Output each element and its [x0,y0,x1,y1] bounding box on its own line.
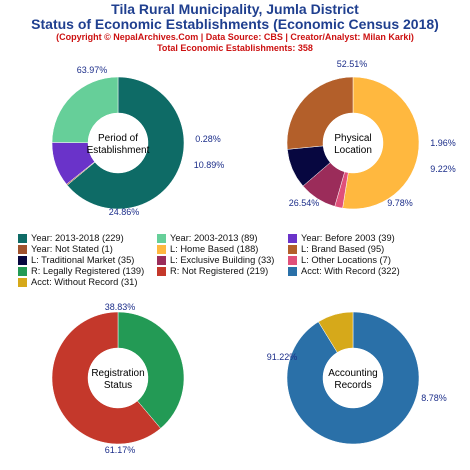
chart-subtitle: Status of Economic Establishments (Econo… [31,16,439,32]
registration-percent-label: 38.83% [105,302,136,312]
legend-swatch [157,245,166,254]
location-center-label: Location [334,145,372,156]
period-center-label: Establishment [87,145,150,156]
legend-label: Acct: With Record (322) [301,266,400,276]
total-establishments: Total Economic Establishments: 358 [157,43,313,53]
legend-swatch [288,245,297,254]
legend-swatch [157,256,166,265]
legend-swatch [18,234,27,243]
legend-swatch [18,278,27,287]
legend-swatch [18,267,27,276]
accounting-donut-hole [323,348,383,408]
legend-label: L: Traditional Market (35) [31,255,135,265]
legend-swatch [288,267,297,276]
legend-swatch [18,256,27,265]
legend-label: Year: Before 2003 (39) [301,233,395,243]
legend-swatch [288,256,297,265]
legend-label: R: Not Registered (219) [170,266,269,276]
legend-label: L: Home Based (188) [170,244,259,254]
legend-label: L: Brand Based (95) [301,244,385,254]
copyright-note: (Copyright © NepalArchives.Com | Data So… [56,32,414,42]
legend-swatch [288,234,297,243]
chart-title: Tila Rural Municipality, Jumla District [111,1,359,17]
registration-center-label: Registration [91,368,144,379]
location-percent-label: 9.78% [387,198,413,208]
legend-label: Year: 2003-2013 (89) [170,233,258,243]
legend-label: Year: 2013-2018 (229) [31,233,124,243]
location-percent-label: 26.54% [289,198,320,208]
chart-header: Tila Rural Municipality, Jumla District … [0,2,470,54]
registration-donut-hole [88,348,148,408]
accounting-percent-label: 8.78% [421,393,447,403]
legend-swatch [157,234,166,243]
location-center-label: Physical [334,133,371,144]
legend-label: Year: Not Stated (1) [31,244,113,254]
legend-label: L: Other Locations (7) [301,255,391,265]
legend-label: L: Exclusive Building (33) [170,255,275,265]
period-percent-label: 0.28% [195,134,221,144]
period-percent-label: 24.86% [109,207,140,217]
accounting-center-label: Records [334,380,371,391]
period-percent-label: 63.97% [77,65,108,75]
location-donut-hole [323,113,383,173]
location-percent-label: 9.22% [430,164,456,174]
period-center-label: Period of [98,133,138,144]
accounting-center-label: Accounting [328,368,377,379]
legend-swatch [157,267,166,276]
legend-label: Acct: Without Record (31) [31,277,138,287]
registration-center-label: Status [104,380,132,391]
location-percent-label: 52.51% [337,59,368,69]
registration-percent-label: 61.17% [105,445,136,455]
legend-swatch [18,245,27,254]
accounting-percent-label: 91.22% [267,352,298,362]
location-percent-label: 1.96% [430,138,456,148]
period-percent-label: 10.89% [194,160,225,170]
period-donut-hole [88,113,148,173]
legend-label: R: Legally Registered (139) [31,266,145,276]
